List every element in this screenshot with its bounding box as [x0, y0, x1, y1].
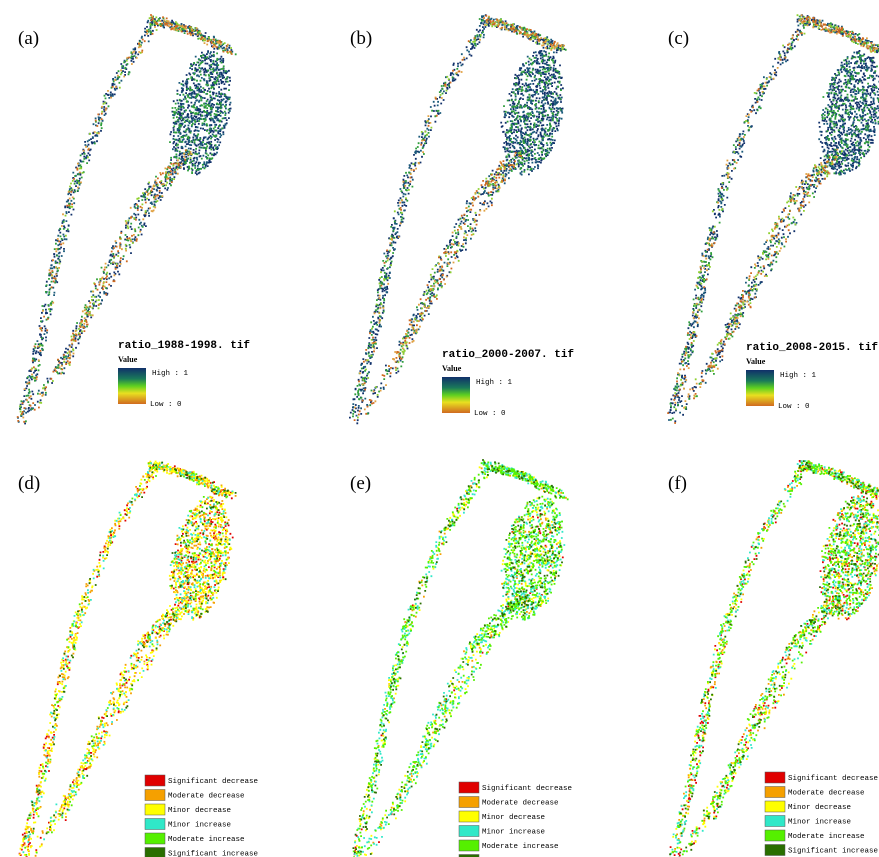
legend-label: Moderate decrease — [482, 800, 559, 808]
panel: (d) Significant decrease Moderate decrease… — [16, 461, 258, 857]
legend-swatch — [145, 775, 165, 786]
legend-label: Minor decrease — [482, 814, 545, 822]
legend-swatch — [765, 801, 785, 812]
panel-label: (c) — [668, 28, 689, 49]
legend-low: Low : 0 — [778, 403, 810, 411]
legend-swatch — [145, 790, 165, 801]
legend-heading: Value — [442, 364, 462, 373]
legend-label: Significant decrease — [168, 778, 258, 786]
panel: (a) ratio_1988-1998. tif Value High : 1 Low … — [17, 14, 251, 424]
legend-label: Moderate decrease — [788, 790, 865, 798]
legend-label: Moderate increase — [482, 843, 559, 851]
panel: (f) Significant decrease Moderate decrease… — [667, 460, 879, 857]
legend-ramp — [442, 377, 470, 413]
legend-low: Low : 0 — [474, 410, 506, 418]
legend-swatch — [765, 787, 785, 798]
legend-label: Minor decrease — [788, 804, 851, 812]
legend-swatch — [765, 816, 785, 827]
map-pixels — [22, 18, 233, 411]
legend-label: Significant decrease — [482, 785, 572, 793]
legend-swatch — [459, 782, 479, 793]
legend-heading: Value — [746, 357, 766, 366]
panel-label: (d) — [18, 473, 40, 494]
page: (a) ratio_1988-1998. tif Value High : 1 Low … — [0, 0, 879, 857]
legend-low: Low : 0 — [150, 401, 182, 409]
map-pixels — [352, 462, 566, 857]
legend-swatch — [459, 840, 479, 851]
legend-swatch — [145, 833, 165, 844]
legend-label: Moderate increase — [788, 833, 865, 841]
legend-ramp — [746, 370, 774, 406]
legend-label: Significant increase — [788, 848, 878, 856]
legend-high: High : 1 — [476, 379, 513, 387]
legend-title: ratio_2008-2015. tif — [746, 342, 878, 354]
panel-label: (b) — [350, 28, 372, 49]
legend-swatch — [145, 848, 165, 857]
legend-label: Significant decrease — [788, 775, 878, 783]
panel: (e) Significant decrease Moderate decrease… — [348, 459, 572, 857]
legend-swatch — [765, 845, 785, 856]
panel-label: (a) — [18, 28, 39, 49]
legend-swatch — [765, 772, 785, 783]
legend-label: Minor increase — [482, 829, 545, 837]
legend-swatch — [459, 826, 479, 837]
legend-label: Minor increase — [168, 822, 231, 830]
panel-label: (e) — [350, 473, 371, 494]
legend-swatch — [459, 797, 479, 808]
map-pixels — [669, 15, 879, 423]
legend-label: Minor decrease — [168, 807, 231, 815]
figure: (a) ratio_1988-1998. tif Value High : 1 Low … — [0, 0, 879, 857]
legend-ramp — [118, 368, 146, 404]
legend-title: ratio_2000-2007. tif — [442, 349, 574, 361]
panel: (b) ratio_2000-2007. tif Value High : 1 Low … — [349, 14, 574, 424]
legend-label: Moderate decrease — [168, 793, 245, 801]
legend-label: Significant increase — [168, 851, 258, 857]
legend-high: High : 1 — [780, 372, 817, 380]
legend-swatch — [459, 811, 479, 822]
legend-swatch — [765, 830, 785, 841]
legend-label: Minor increase — [788, 819, 851, 827]
legend-swatch — [145, 819, 165, 830]
legend-label: Moderate increase — [168, 836, 245, 844]
panel-label: (f) — [668, 473, 687, 494]
legend-high: High : 1 — [152, 370, 189, 378]
legend-title: ratio_1988-1998. tif — [118, 340, 250, 352]
legend-heading: Value — [118, 355, 138, 364]
panel: (c) ratio_2008-2015. tif Value High : 1 Low … — [667, 14, 879, 424]
map-pixels — [354, 464, 562, 857]
legend-swatch — [145, 804, 165, 815]
